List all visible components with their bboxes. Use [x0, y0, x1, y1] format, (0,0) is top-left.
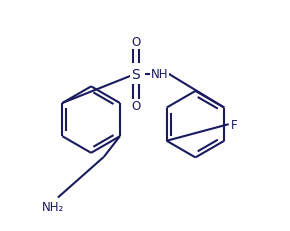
- Text: S: S: [131, 67, 140, 81]
- Text: F: F: [231, 118, 238, 131]
- Text: O: O: [131, 100, 140, 113]
- Text: NH₂: NH₂: [42, 200, 64, 213]
- Text: O: O: [131, 36, 140, 49]
- Text: NH: NH: [151, 68, 169, 81]
